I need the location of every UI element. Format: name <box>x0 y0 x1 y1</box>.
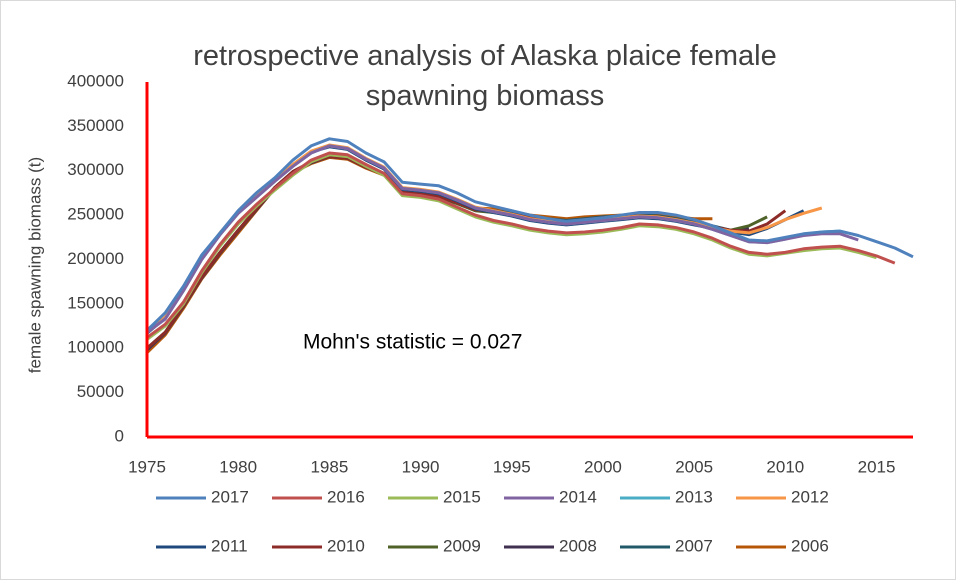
legend-label: 2017 <box>211 487 249 506</box>
x-tick-label: 2015 <box>858 457 896 476</box>
legend-label: 2011 <box>211 536 248 555</box>
x-tick-label: 2000 <box>584 457 622 476</box>
annotation: Mohn's statistic = 0.027 <box>303 331 522 354</box>
y-tick-label: 350000 <box>67 116 124 135</box>
legend-label: 2009 <box>443 536 481 555</box>
x-tick-label: 1985 <box>310 457 348 476</box>
y-tick-label: 200000 <box>67 249 124 268</box>
legend-label: 2008 <box>559 536 597 555</box>
x-tick-label: 1995 <box>493 457 531 476</box>
series-line <box>145 137 914 332</box>
legend-label: 2007 <box>675 536 713 555</box>
series-line <box>146 151 896 339</box>
legend-label: 2014 <box>559 487 597 506</box>
y-tick-label: 400000 <box>67 71 124 90</box>
y-axis-label: female spawning biomass (t) <box>25 157 44 373</box>
y-tick-label: 0 <box>115 426 124 445</box>
chart-title: retrospective analysis of Alaska plaice … <box>193 40 777 112</box>
y-tick-label: 50000 <box>77 382 124 401</box>
y-tick-label: 250000 <box>67 205 124 224</box>
x-tick-label: 1980 <box>219 457 257 476</box>
legend-label: 2016 <box>327 487 365 506</box>
legend-label: 2006 <box>791 536 829 555</box>
y-tick-label: 150000 <box>67 293 124 312</box>
y-tick-label: 100000 <box>67 338 124 357</box>
legend-label: 2015 <box>443 487 481 506</box>
x-tick-label: 2010 <box>766 457 804 476</box>
legend-label: 2013 <box>675 487 713 506</box>
legend-label: 2010 <box>327 536 365 555</box>
x-tick-label: 1975 <box>128 457 166 476</box>
x-tick-label: 1990 <box>402 457 440 476</box>
legend-label: 2012 <box>791 487 829 506</box>
series-line <box>146 144 859 334</box>
x-tick-label: 2005 <box>675 457 713 476</box>
y-tick-label: 300000 <box>67 160 124 179</box>
